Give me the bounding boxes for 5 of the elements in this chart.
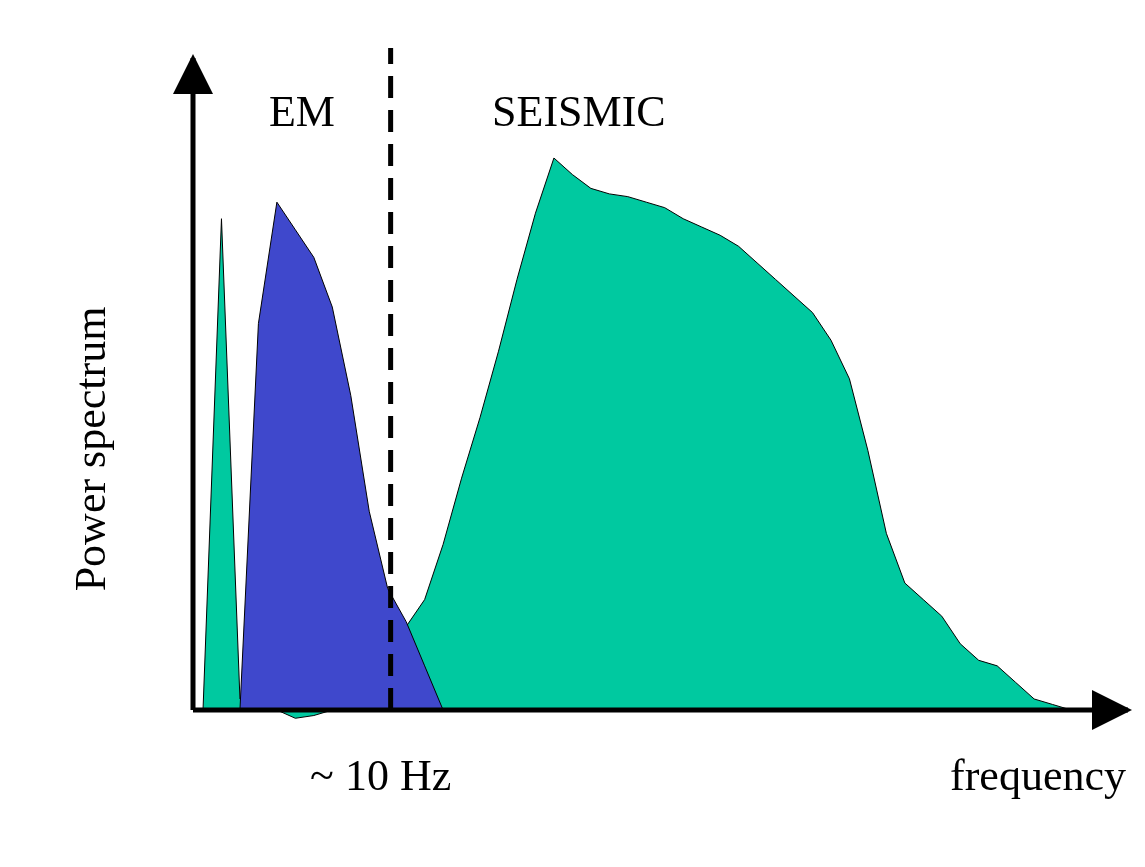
y-axis-title: Power spectrum bbox=[66, 306, 115, 592]
text: ~ 10 Hz bbox=[310, 751, 452, 800]
series-label: EM bbox=[268, 87, 335, 136]
series-label: SEISMIC bbox=[492, 87, 666, 136]
x-axis-title: frequency bbox=[950, 751, 1126, 800]
